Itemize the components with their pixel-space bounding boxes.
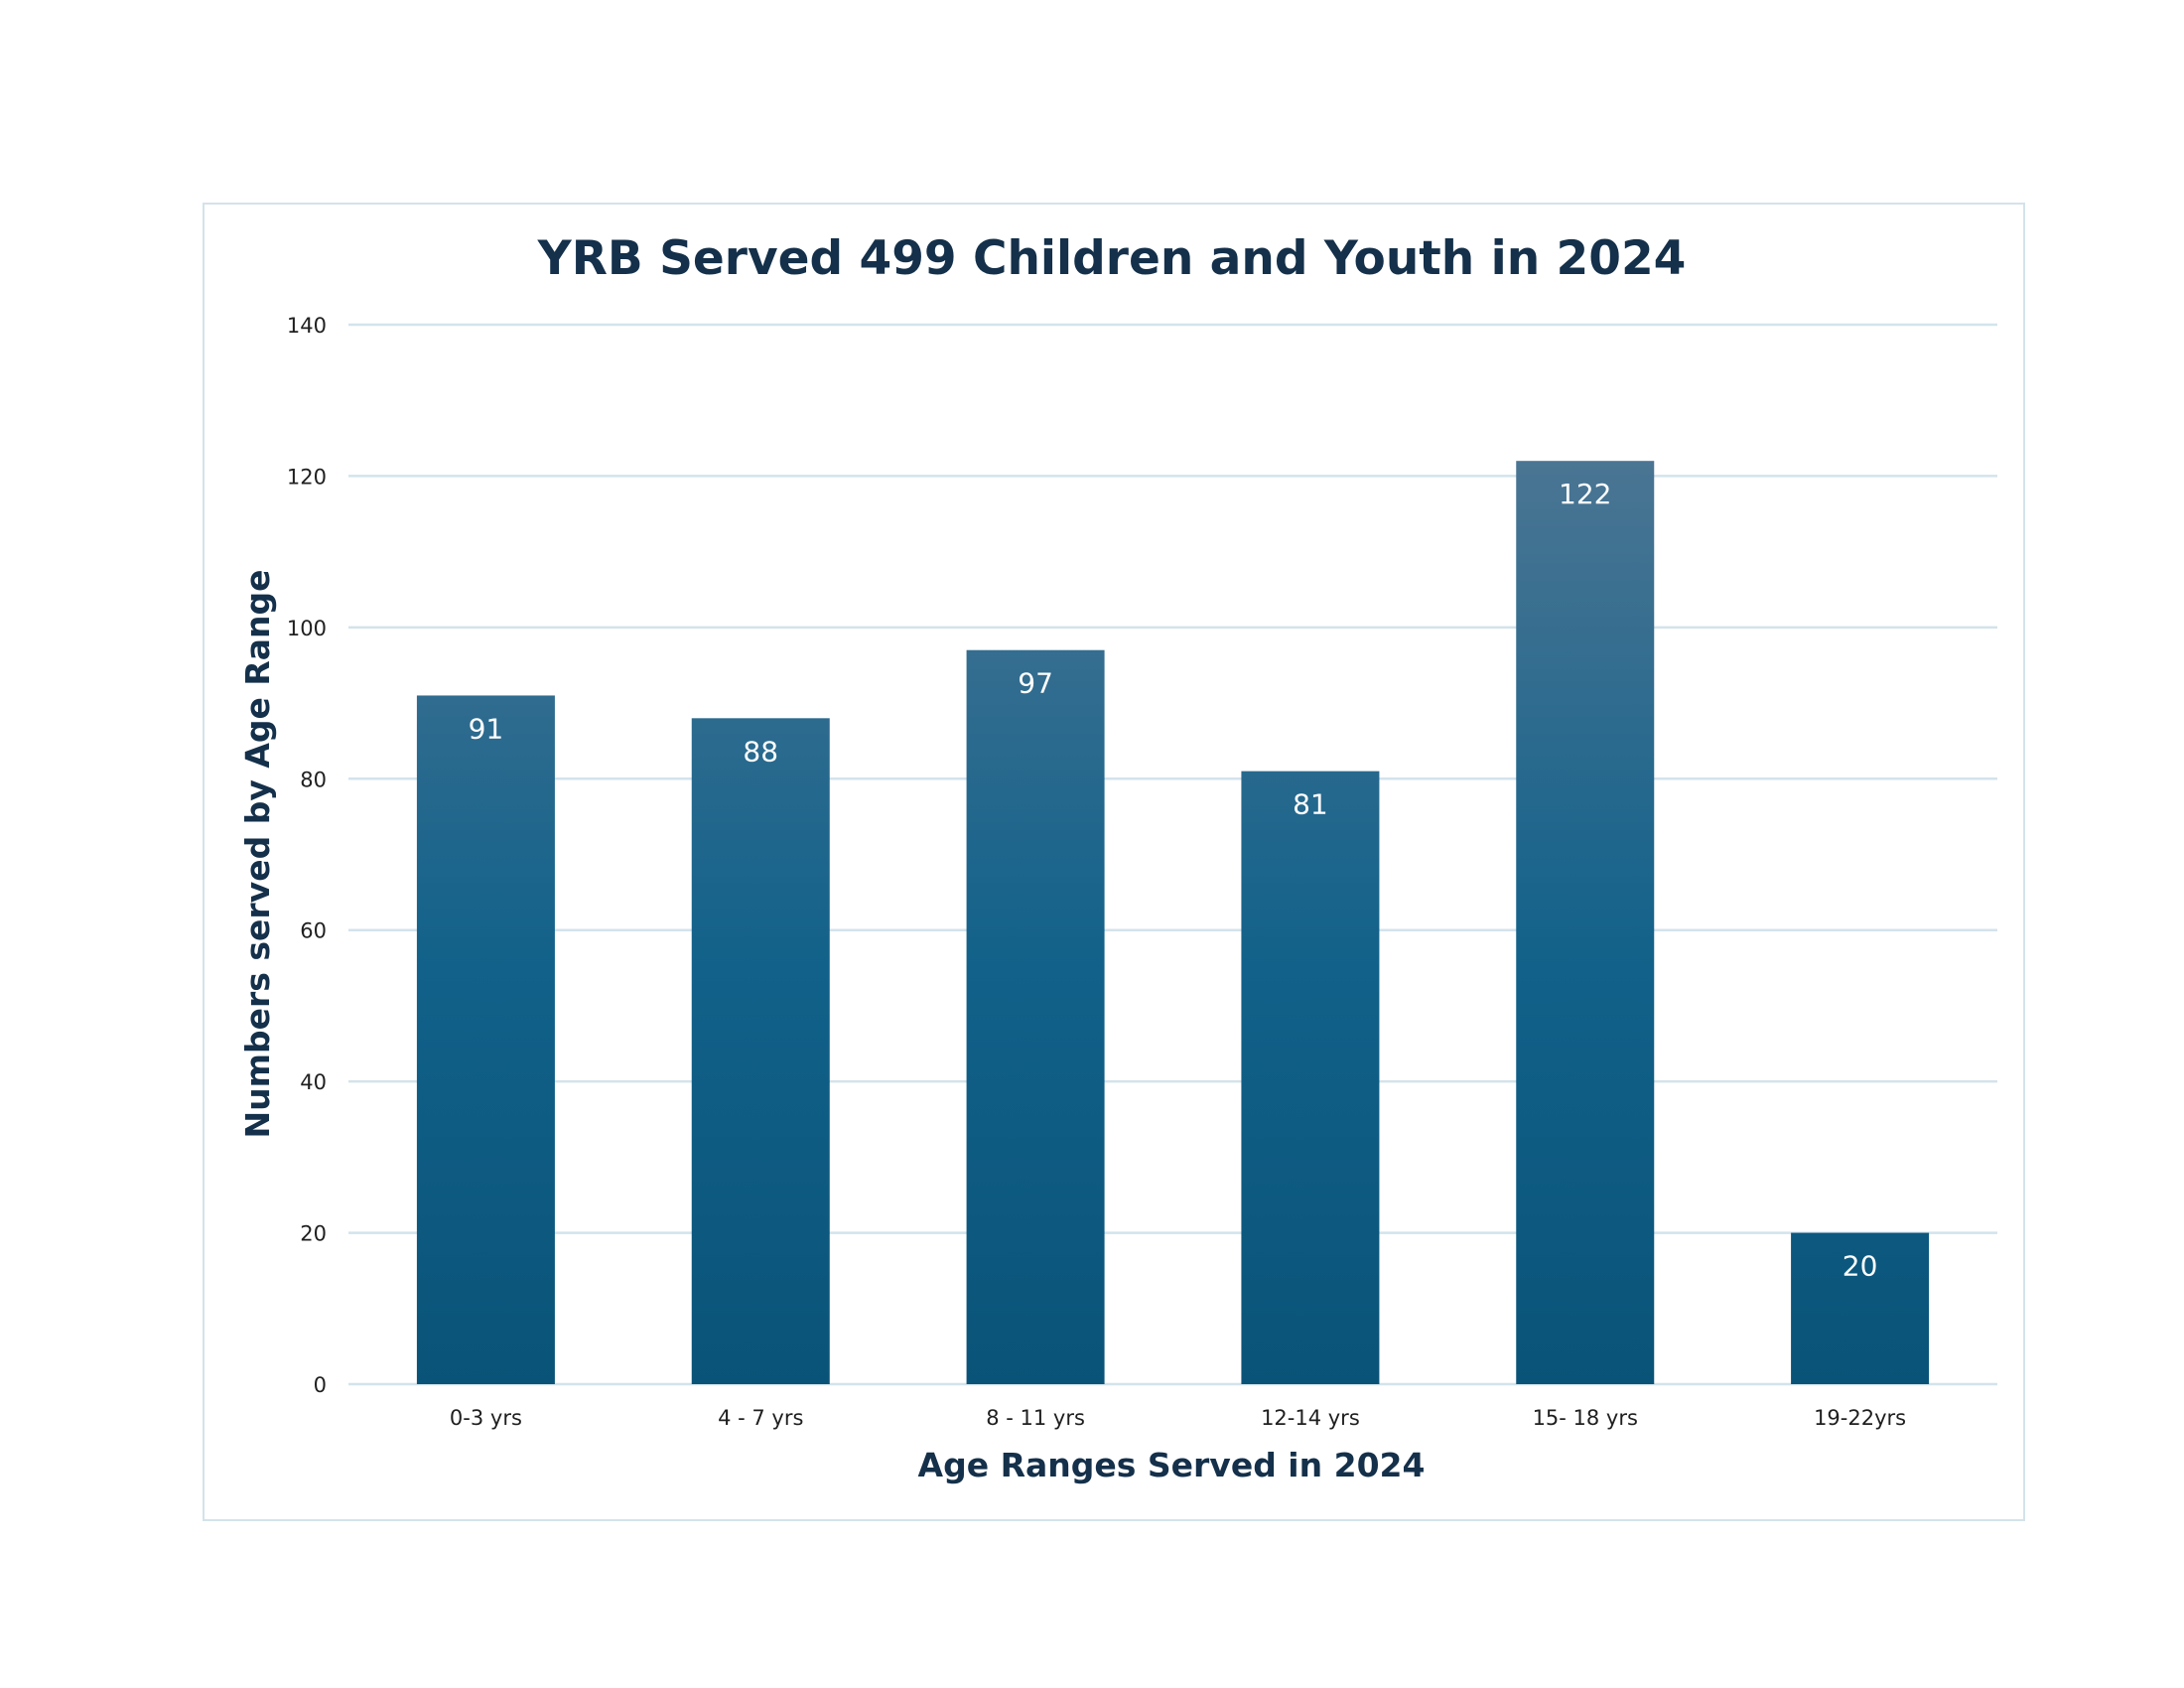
y-tick-label: 80 [300,768,327,791]
x-axis-title: Age Ranges Served in 2024 [918,1446,1426,1484]
y-axis-ticks: 0 20 40 60 80 100 120 140 [287,314,327,1397]
data-label: 88 [743,735,778,768]
bar-3 [966,649,1105,1384]
bar-5 [1516,461,1655,1385]
chart-title: YRB Served 499 Children and Youth in 202… [537,231,1687,286]
data-label: 81 [1293,788,1328,821]
gridlines [348,323,1997,1386]
x-category-label: 0-3 yrs [450,1406,522,1430]
y-axis-title: Numbers served by Age Range [238,569,277,1138]
x-category-label: 12-14 yrs [1261,1406,1360,1430]
bar-2 [691,718,830,1384]
data-label: 20 [1843,1250,1878,1283]
y-tick-label: 40 [300,1070,327,1094]
y-tick-label: 140 [287,314,327,338]
x-category-label: 19-22yrs [1814,1406,1906,1430]
data-label: 97 [1018,667,1053,700]
data-labels: 91 88 97 81 122 20 [469,478,1878,1282]
bar-6 [1791,1232,1930,1384]
x-category-label: 15- 18 yrs [1533,1406,1638,1430]
x-axis-categories: 0-3 yrs 4 - 7 yrs 8 - 11 yrs 12-14 yrs 15- 1… [450,1406,1906,1430]
bar-1 [416,695,555,1384]
data-label: 122 [1559,478,1611,510]
x-category-label: 4 - 7 yrs [718,1406,803,1430]
bars [416,461,1930,1385]
y-tick-label: 60 [300,919,327,943]
x-category-label: 8 - 11 yrs [986,1406,1085,1430]
y-tick-label: 0 [314,1373,327,1397]
y-tick-label: 100 [287,617,327,640]
bar-4 [1241,771,1380,1384]
data-label: 91 [469,712,504,745]
y-tick-label: 20 [300,1222,327,1246]
y-tick-label: 120 [287,465,327,489]
